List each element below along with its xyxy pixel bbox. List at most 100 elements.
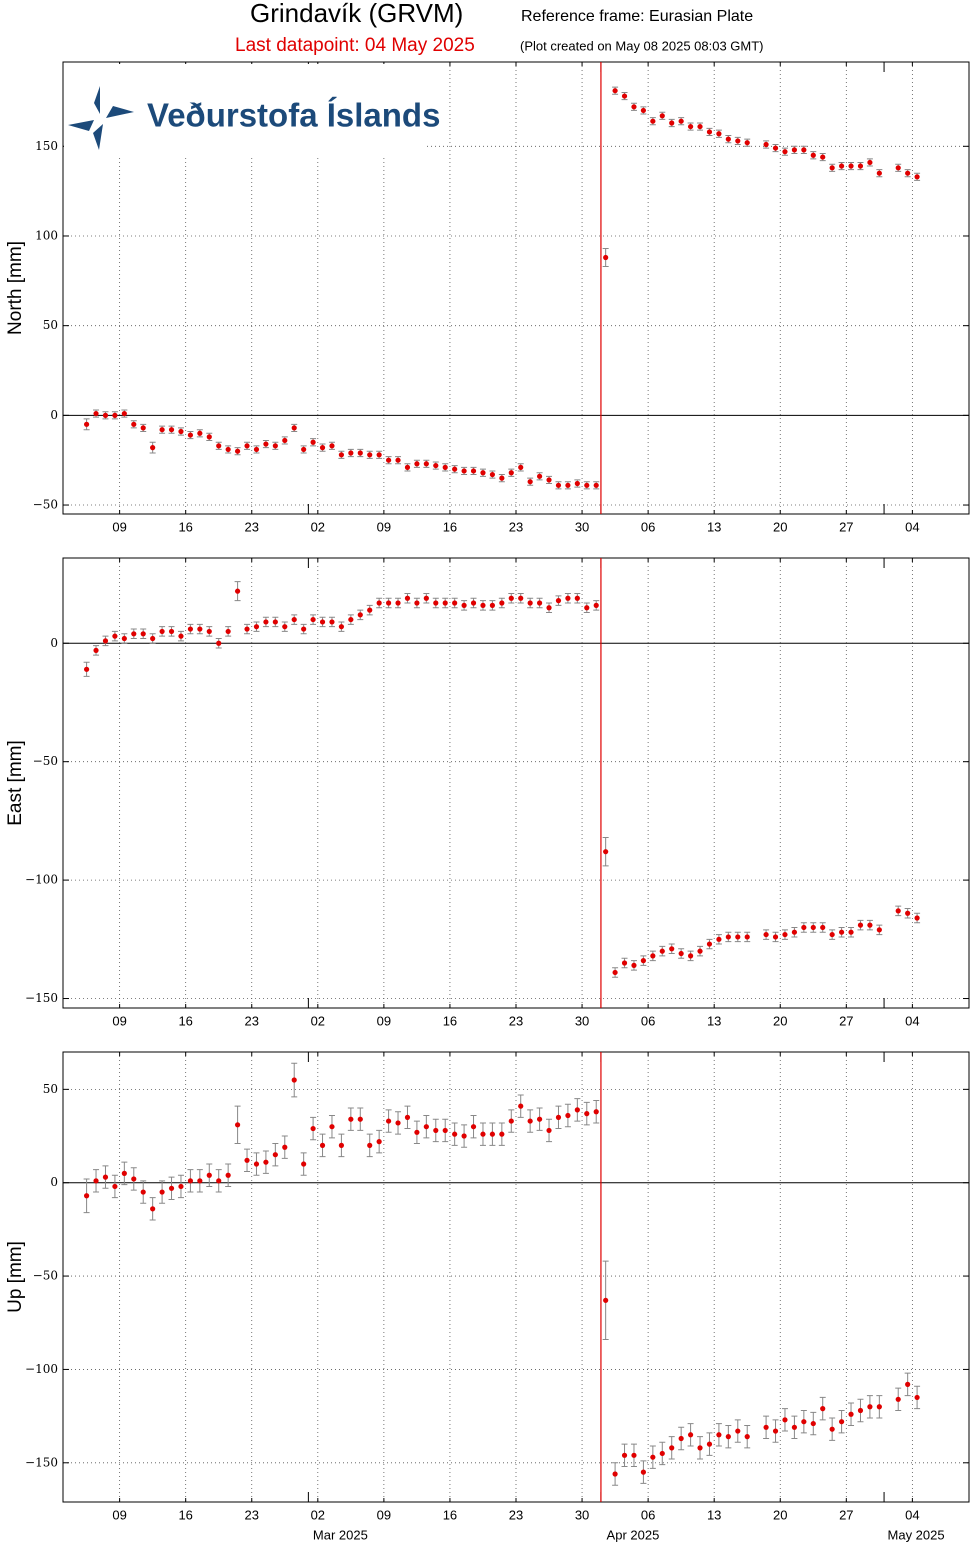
point (621, 960, 628, 966)
point (659, 1450, 665, 1457)
data-point (527, 1109, 534, 1133)
data-point (215, 441, 222, 450)
point (83, 666, 90, 672)
x-tick-label: 04 (905, 519, 919, 534)
point (489, 471, 496, 478)
point (357, 1116, 363, 1122)
point (121, 1170, 127, 1176)
point (650, 1454, 656, 1460)
point (225, 1172, 231, 1178)
data-point (196, 623, 203, 635)
point (470, 600, 477, 606)
point (83, 1193, 90, 1199)
point (801, 924, 807, 931)
point (329, 1124, 335, 1130)
point (621, 93, 628, 99)
data-point (187, 430, 194, 440)
point (527, 600, 533, 606)
point (140, 1189, 146, 1195)
point (763, 141, 769, 148)
point (631, 1452, 637, 1458)
data-point (93, 409, 100, 418)
point (735, 138, 741, 144)
data-point (196, 1169, 203, 1193)
data-point (876, 924, 883, 936)
data-point (555, 481, 562, 490)
point (640, 1469, 647, 1475)
point (706, 1441, 713, 1447)
data-point (310, 614, 317, 625)
data-point (508, 468, 515, 477)
point (895, 908, 901, 914)
point (914, 915, 920, 921)
point (905, 910, 911, 916)
data-point (744, 1424, 751, 1449)
point (102, 1174, 109, 1180)
data-point (319, 1133, 326, 1158)
point (319, 1142, 326, 1148)
point (263, 1159, 269, 1165)
data-point (612, 1462, 619, 1486)
point (527, 479, 533, 485)
data-point (772, 1419, 779, 1443)
data-point (536, 1107, 543, 1131)
data-point (857, 919, 864, 931)
x-tick-label: 13 (707, 1507, 721, 1522)
point (612, 1471, 618, 1477)
point (93, 647, 99, 653)
data-point (168, 1176, 175, 1201)
data-point (347, 1107, 354, 1131)
point (489, 602, 496, 608)
data-point (876, 169, 883, 178)
point (234, 588, 241, 594)
data-point (791, 1415, 798, 1440)
data-point (602, 836, 609, 867)
data-point (612, 86, 619, 95)
data-point (423, 593, 430, 604)
point (659, 948, 665, 954)
point (763, 1424, 769, 1430)
point (650, 118, 656, 124)
x-tick-label: 16 (443, 1507, 457, 1522)
data-point (800, 145, 807, 154)
point (536, 1116, 543, 1122)
x-tick-label: 23 (509, 519, 523, 534)
data-point (668, 943, 675, 955)
point (319, 445, 326, 451)
data-point (413, 459, 420, 468)
data-point (810, 1411, 817, 1436)
point (876, 1404, 882, 1410)
data-point (281, 436, 288, 445)
data-point (829, 929, 836, 940)
point (612, 88, 618, 94)
point (810, 924, 816, 931)
data-point (536, 472, 543, 481)
point (659, 113, 665, 119)
y-axis-label: Up [mm] (5, 1241, 26, 1313)
point (93, 1178, 99, 1184)
data-point (347, 448, 354, 458)
point (697, 1445, 703, 1451)
x-tick-label: 09 (112, 1013, 126, 1028)
y-tick-label: −150 (25, 1455, 58, 1469)
point (385, 600, 392, 606)
point (555, 482, 562, 488)
y-tick-label: 150 (35, 139, 58, 153)
data-point (914, 1385, 921, 1410)
point (301, 626, 307, 632)
data-point (121, 409, 128, 418)
x-tick-label: 30 (575, 519, 589, 534)
point (348, 1116, 354, 1122)
data-point (253, 445, 260, 454)
point (272, 443, 278, 449)
data-point (602, 1260, 609, 1341)
x-tick-label: 04 (905, 1013, 919, 1028)
point (508, 470, 514, 476)
point (838, 163, 845, 169)
point (338, 1142, 345, 1148)
data-point (149, 441, 156, 454)
data-point (262, 1150, 269, 1174)
data-point (121, 1161, 128, 1186)
logo-shape (93, 124, 103, 150)
